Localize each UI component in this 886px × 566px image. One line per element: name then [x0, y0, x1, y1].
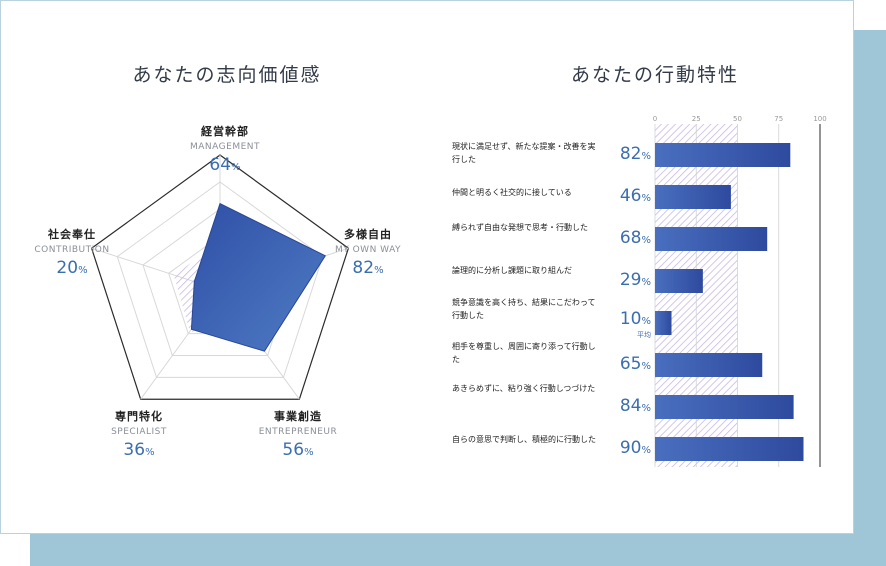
- bar-value-label: 68%: [603, 228, 651, 248]
- bar: [655, 311, 672, 335]
- bar-value-label: 82%: [603, 144, 651, 164]
- x-tick-label: 25: [692, 115, 701, 123]
- axis-en-label: CONTRIBUTION: [34, 245, 110, 255]
- bar-value-percent: %: [641, 193, 651, 204]
- axis-value-percent: %: [231, 162, 241, 173]
- axis-value-number: 36: [123, 440, 146, 460]
- axis-jp-label: 専門特化: [115, 410, 163, 423]
- axis-value-number: 64: [209, 155, 232, 175]
- bar-value-number: 65: [619, 354, 642, 374]
- bar: [655, 185, 731, 209]
- x-tick-label: 100: [813, 115, 826, 123]
- bar-value-percent: %: [641, 316, 651, 327]
- axis-value: 56%: [233, 440, 363, 460]
- axis-jp-label: 社会奉仕: [48, 228, 96, 241]
- bar: [655, 437, 804, 461]
- axis-value-number: 20: [56, 258, 79, 278]
- bar-value-number: 46: [619, 186, 642, 206]
- bar-category-label: 仲間と明るく社交的に接している: [452, 188, 572, 197]
- bar-value-label: 10%: [603, 309, 651, 329]
- axis-value: 36%: [74, 440, 204, 460]
- bar: [655, 395, 794, 419]
- bar-chart-title: あなたの行動特性: [570, 64, 739, 86]
- x-tick-label: 75: [774, 115, 783, 123]
- bar: [655, 353, 763, 377]
- axis-jp-label: 事業創造: [274, 410, 322, 423]
- bar-value-label: 29%: [603, 270, 651, 290]
- bar-category-label: あきらめずに、粘り強く行動しつづけた: [452, 384, 596, 393]
- bar-value-label: 65%: [603, 354, 651, 374]
- x-tick-label: 50: [733, 115, 742, 123]
- axis-value: 20%: [7, 258, 137, 278]
- bar-category-label: 相手を尊重し、周囲に寄り添って行動した: [452, 342, 596, 364]
- axis-en-label: MANAGEMENT: [190, 142, 260, 152]
- radar-title: あなたの志向価値感: [132, 64, 322, 86]
- bar-category-label: 論理的に分析し課題に取り組んだ: [452, 266, 572, 275]
- bar-value-label: 90%: [603, 438, 651, 458]
- bar-value-number: 90: [619, 438, 642, 458]
- axis-en-label: ENTREPRENEUR: [258, 427, 338, 437]
- bar: [655, 227, 768, 251]
- bar-category-label: 自らの意思で判断し、積極的に行動した: [452, 435, 596, 444]
- axis-value-number: 82: [352, 258, 375, 278]
- axis-en-label: MY OWN WAY: [334, 245, 402, 255]
- bar-value-label: 46%: [603, 186, 651, 206]
- bar: [655, 143, 791, 167]
- radar-axis-contribution: 社会奉仕 CONTRIBUTION 20%: [7, 226, 137, 278]
- bar-value-percent: %: [641, 235, 651, 246]
- axis-value: 82%: [303, 258, 433, 278]
- axis-value-number: 56: [282, 440, 305, 460]
- axis-value-percent: %: [145, 447, 155, 458]
- bar-value-number: 10: [619, 309, 642, 329]
- radar-axis-entrepreneur: 事業創造 ENTREPRENEUR 56%: [233, 408, 363, 460]
- bar-value-number: 82: [619, 144, 642, 164]
- bar-value-label: 84%: [603, 396, 651, 416]
- bar-value-percent: %: [641, 403, 651, 414]
- bar-value-percent: %: [641, 277, 651, 288]
- average-label: 平均: [637, 331, 651, 339]
- bar-value-number: 68: [619, 228, 642, 248]
- bar: [655, 269, 703, 293]
- bar-category-label: 縛られず自由な発想で思考・行動した: [452, 223, 588, 232]
- axis-jp-label: 多様自由: [344, 228, 392, 241]
- x-tick-label: 0: [653, 115, 657, 123]
- bar-value-percent: %: [641, 151, 651, 162]
- radar-grid-ring: [116, 181, 324, 378]
- bar-value-number: 84: [619, 396, 642, 416]
- axis-en-label: SPECIALIST: [111, 427, 167, 437]
- radar-axis-management: 経営幹部 MANAGEMENT 64%: [160, 123, 290, 175]
- axis-value-percent: %: [304, 447, 314, 458]
- radar-axis-specialist: 専門特化 SPECIALIST 36%: [74, 408, 204, 460]
- radar-score-area: [190, 202, 327, 352]
- radar-axis-my-own-way: 多様自由 MY OWN WAY 82%: [303, 226, 433, 278]
- bar-value-percent: %: [641, 361, 651, 372]
- axis-value-percent: %: [78, 265, 88, 276]
- axis-jp-label: 経営幹部: [201, 125, 249, 138]
- bar-value-number: 29: [619, 270, 642, 290]
- bar-value-percent: %: [641, 445, 651, 456]
- axis-value-percent: %: [374, 265, 384, 276]
- bar-category-label: 競争意識を高く持ち、結果にこだわって行動した: [452, 298, 596, 320]
- axis-value: 64%: [160, 155, 290, 175]
- bar-category-label: 現状に満足せず、新たな提案・改善を実行した: [452, 142, 596, 164]
